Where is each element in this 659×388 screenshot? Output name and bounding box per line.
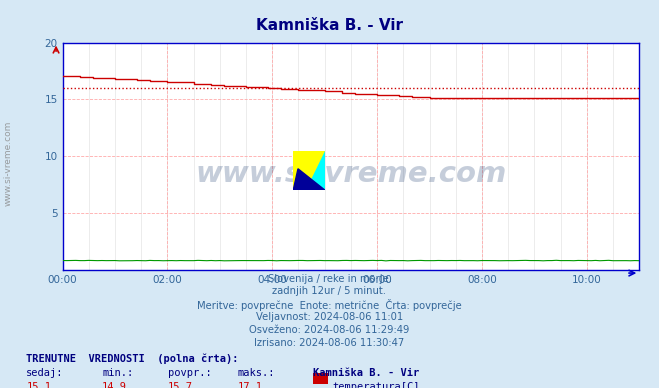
Text: maks.:: maks.: [237,368,275,378]
Polygon shape [306,151,325,190]
Text: zadnjih 12ur / 5 minut.: zadnjih 12ur / 5 minut. [273,286,386,296]
Text: 17,1: 17,1 [237,382,262,388]
Text: povpr.:: povpr.: [168,368,212,378]
Text: TRENUTNE  VREDNOSTI  (polna črta):: TRENUTNE VREDNOSTI (polna črta): [26,353,239,364]
Text: Osveženo: 2024-08-06 11:29:49: Osveženo: 2024-08-06 11:29:49 [249,325,410,335]
Text: Veljavnost: 2024-08-06 11:01: Veljavnost: 2024-08-06 11:01 [256,312,403,322]
Text: Kamniška B. - Vir: Kamniška B. - Vir [256,18,403,33]
Polygon shape [293,169,325,190]
Text: temperatura[C]: temperatura[C] [333,382,420,388]
Text: min.:: min.: [102,368,133,378]
Text: Izrisano: 2024-08-06 11:30:47: Izrisano: 2024-08-06 11:30:47 [254,338,405,348]
Text: 15,7: 15,7 [168,382,193,388]
Text: Meritve: povprečne  Enote: metrične  Črta: povprečje: Meritve: povprečne Enote: metrične Črta:… [197,299,462,311]
Text: 15,1: 15,1 [26,382,51,388]
Text: www.si-vreme.com: www.si-vreme.com [195,160,507,188]
Text: Slovenija / reke in morje.: Slovenija / reke in morje. [268,274,391,284]
Text: Kamniška B. - Vir: Kamniška B. - Vir [313,368,419,378]
Text: sedaj:: sedaj: [26,368,64,378]
Text: www.si-vreme.com: www.si-vreme.com [3,120,13,206]
Text: 14,9: 14,9 [102,382,127,388]
